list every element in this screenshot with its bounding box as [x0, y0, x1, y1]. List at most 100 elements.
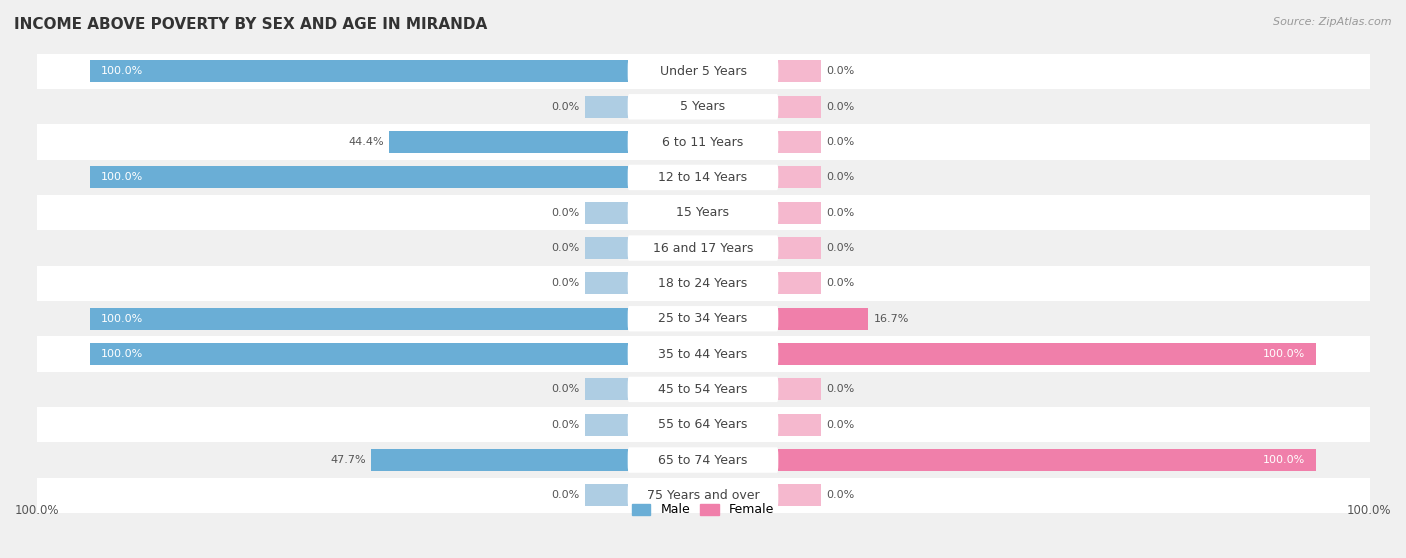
Bar [37, 89, 1369, 124]
Bar [90, 308, 627, 330]
Bar [779, 449, 1316, 471]
Text: 65 to 74 Years: 65 to 74 Years [658, 454, 748, 466]
FancyBboxPatch shape [627, 165, 779, 190]
Bar [90, 166, 627, 189]
Bar [779, 308, 868, 330]
Bar [90, 166, 627, 189]
Text: 100.0%: 100.0% [1263, 349, 1305, 359]
Bar [585, 96, 627, 118]
Legend: Male, Female: Male, Female [627, 498, 779, 522]
Bar [779, 343, 1316, 365]
Bar [779, 449, 1316, 471]
Bar [90, 60, 627, 83]
Text: 0.0%: 0.0% [827, 490, 855, 501]
Text: 0.0%: 0.0% [827, 137, 855, 147]
Text: 0.0%: 0.0% [551, 384, 579, 395]
Text: 0.0%: 0.0% [827, 278, 855, 288]
Bar [37, 266, 1369, 301]
Text: 44.4%: 44.4% [349, 137, 384, 147]
Text: 5 Years: 5 Years [681, 100, 725, 113]
Text: 16 and 17 Years: 16 and 17 Years [652, 242, 754, 254]
Text: 16.7%: 16.7% [873, 314, 908, 324]
Text: 0.0%: 0.0% [827, 243, 855, 253]
FancyBboxPatch shape [627, 377, 779, 402]
Bar [779, 272, 821, 295]
Bar [37, 442, 1369, 478]
Text: Under 5 Years: Under 5 Years [659, 65, 747, 78]
Text: 0.0%: 0.0% [827, 420, 855, 430]
Bar [37, 301, 1369, 336]
Text: 100.0%: 100.0% [101, 314, 143, 324]
Bar [389, 131, 627, 153]
Bar [37, 160, 1369, 195]
FancyBboxPatch shape [627, 200, 779, 225]
Text: 25 to 34 Years: 25 to 34 Years [658, 312, 748, 325]
Text: INCOME ABOVE POVERTY BY SEX AND AGE IN MIRANDA: INCOME ABOVE POVERTY BY SEX AND AGE IN M… [14, 17, 488, 32]
Bar [90, 60, 627, 83]
Text: 47.7%: 47.7% [330, 455, 366, 465]
Bar [37, 407, 1369, 442]
Bar [37, 336, 1369, 372]
Bar [37, 54, 1369, 89]
Text: 12 to 14 Years: 12 to 14 Years [658, 171, 748, 184]
Bar [585, 484, 627, 506]
Text: 55 to 64 Years: 55 to 64 Years [658, 418, 748, 431]
Bar [37, 195, 1369, 230]
Bar [37, 124, 1369, 160]
Text: 100.0%: 100.0% [15, 504, 59, 517]
Text: 35 to 44 Years: 35 to 44 Years [658, 348, 748, 360]
Bar [779, 166, 821, 189]
Text: 0.0%: 0.0% [827, 66, 855, 76]
FancyBboxPatch shape [627, 412, 779, 437]
FancyBboxPatch shape [627, 341, 779, 367]
Text: 0.0%: 0.0% [551, 102, 579, 112]
Bar [779, 237, 821, 259]
Bar [585, 202, 627, 224]
Bar [779, 131, 821, 153]
FancyBboxPatch shape [627, 271, 779, 296]
Text: 18 to 24 Years: 18 to 24 Years [658, 277, 748, 290]
FancyBboxPatch shape [627, 448, 779, 473]
Bar [779, 96, 821, 118]
Bar [389, 131, 627, 153]
Bar [37, 230, 1369, 266]
Text: 0.0%: 0.0% [827, 208, 855, 218]
Text: 100.0%: 100.0% [101, 66, 143, 76]
Bar [90, 343, 627, 365]
FancyBboxPatch shape [627, 235, 779, 261]
Text: 45 to 54 Years: 45 to 54 Years [658, 383, 748, 396]
Text: 100.0%: 100.0% [101, 172, 143, 182]
Text: 0.0%: 0.0% [827, 384, 855, 395]
FancyBboxPatch shape [627, 94, 779, 119]
Text: 0.0%: 0.0% [551, 243, 579, 253]
Bar [585, 237, 627, 259]
Bar [779, 343, 1316, 365]
Bar [779, 414, 821, 436]
FancyBboxPatch shape [627, 129, 779, 155]
Bar [585, 272, 627, 295]
FancyBboxPatch shape [627, 306, 779, 331]
Text: 0.0%: 0.0% [551, 278, 579, 288]
Bar [779, 60, 821, 83]
Text: 100.0%: 100.0% [1263, 455, 1305, 465]
Bar [779, 308, 868, 330]
Bar [371, 449, 627, 471]
Bar [371, 449, 627, 471]
Bar [779, 378, 821, 400]
Text: 100.0%: 100.0% [1347, 504, 1391, 517]
Text: Source: ZipAtlas.com: Source: ZipAtlas.com [1274, 17, 1392, 27]
Bar [90, 343, 627, 365]
Text: 0.0%: 0.0% [551, 490, 579, 501]
Bar [37, 478, 1369, 513]
Bar [37, 372, 1369, 407]
Text: 0.0%: 0.0% [551, 208, 579, 218]
Bar [90, 308, 627, 330]
Bar [779, 484, 821, 506]
Text: 75 Years and over: 75 Years and over [647, 489, 759, 502]
Bar [779, 202, 821, 224]
Bar [585, 414, 627, 436]
Bar [585, 378, 627, 400]
Text: 100.0%: 100.0% [101, 349, 143, 359]
Text: 6 to 11 Years: 6 to 11 Years [662, 136, 744, 148]
FancyBboxPatch shape [627, 483, 779, 508]
